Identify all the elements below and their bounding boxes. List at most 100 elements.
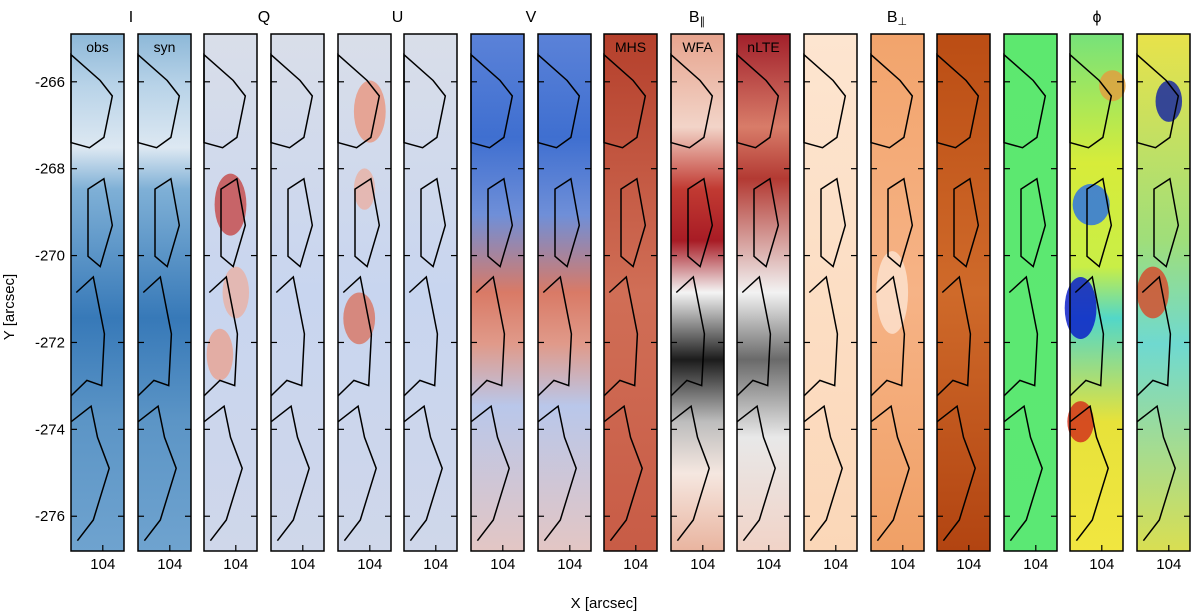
panel-frame <box>1003 33 1058 552</box>
panel-frame <box>537 33 592 552</box>
contour <box>736 275 772 397</box>
contour <box>870 275 906 397</box>
contour <box>936 275 972 397</box>
contour <box>87 177 114 268</box>
contour <box>1003 404 1043 542</box>
contour <box>537 404 577 542</box>
contour <box>403 275 439 397</box>
contour <box>337 275 373 397</box>
image-feature <box>1067 401 1094 443</box>
panel-image <box>604 34 657 551</box>
x-tick-label: 104 <box>290 556 315 573</box>
contour <box>137 275 173 397</box>
panels-layer: 104 104 104 104 104 104 104 104 104 104 104 104 104 1… <box>70 33 1191 573</box>
y-tick-label: -276 <box>35 508 65 525</box>
contour <box>220 177 247 268</box>
panel-frame <box>870 33 925 552</box>
panel-frame <box>470 33 525 552</box>
panel-label: nLTE <box>747 39 779 55</box>
contour <box>354 177 381 268</box>
contour <box>1069 404 1109 542</box>
contour <box>270 404 310 542</box>
contour <box>1153 177 1180 268</box>
image-feature <box>1072 183 1110 226</box>
panel-frame <box>736 33 791 552</box>
contour <box>820 177 847 268</box>
contour <box>1020 177 1047 268</box>
panel-U-syn: 104 <box>403 33 458 573</box>
x-tick-label: 104 <box>157 556 182 573</box>
contour <box>670 275 706 397</box>
panel-image <box>71 34 124 551</box>
contour <box>270 275 306 397</box>
panel-image <box>804 34 857 551</box>
panel-image <box>1004 34 1057 551</box>
contour <box>337 404 377 542</box>
contour <box>70 404 110 542</box>
contour <box>1136 275 1172 397</box>
image-feature <box>206 328 234 381</box>
x-tick-label: 104 <box>756 556 781 573</box>
contour <box>203 404 243 542</box>
x-axis-label: X [arcsec] <box>571 595 638 612</box>
panel-frame <box>337 33 392 552</box>
image-feature <box>353 80 386 143</box>
x-tick-label: 104 <box>1089 556 1114 573</box>
panel-frame <box>203 33 258 552</box>
panel-frame <box>70 33 125 552</box>
panel-Bperp-WFA: 104 <box>870 33 925 573</box>
x-tick-label: 104 <box>956 556 981 573</box>
contour <box>870 404 910 542</box>
contour <box>603 275 639 397</box>
panel-image <box>271 34 324 551</box>
panel-Bperp-nLTE: 104 <box>936 33 991 573</box>
contour <box>420 177 447 268</box>
panel-Q-syn: 104 <box>270 33 325 573</box>
image-feature <box>1155 80 1183 122</box>
panel-phi-WFA: 104 <box>1064 33 1126 573</box>
image-feature <box>1099 70 1126 102</box>
column-title: Q <box>258 9 270 26</box>
x-tick-label: 104 <box>1156 556 1181 573</box>
image-feature <box>222 266 250 319</box>
panel-U-obs: 104 <box>337 33 392 573</box>
contour <box>1069 275 1105 397</box>
panel-Bpar-MHS: 104 <box>603 33 658 573</box>
panel-phi-MHS: 104 <box>1003 33 1058 573</box>
panel-label: obs <box>86 39 109 55</box>
panel-image <box>471 34 524 551</box>
x-tick-label: 104 <box>623 556 648 573</box>
column-title-sub: ⊥ <box>898 16 908 28</box>
contour <box>670 404 710 542</box>
x-tick-label: 104 <box>490 556 515 573</box>
image-feature <box>353 168 376 210</box>
panel-frame <box>403 33 458 552</box>
contour <box>470 404 510 542</box>
contour <box>1003 275 1039 397</box>
image-feature <box>1137 266 1169 319</box>
panel-phi-nLTE: 104 <box>1136 33 1191 573</box>
panel-label: WFA <box>682 39 713 55</box>
contour <box>70 275 106 397</box>
column-title: ϕ <box>1093 9 1102 26</box>
panel-frame <box>603 33 658 552</box>
panel-Q-obs: 104 <box>203 33 258 573</box>
x-tick-label: 104 <box>223 556 248 573</box>
contour <box>1136 404 1176 542</box>
panel-frame <box>1136 33 1191 552</box>
y-tick-label: -274 <box>35 421 65 438</box>
panel-image <box>737 34 790 551</box>
contour <box>687 177 714 268</box>
panel-image <box>671 34 724 551</box>
panel-V-obs: 104 <box>470 33 525 573</box>
panel-image <box>404 34 457 551</box>
x-tick-label: 104 <box>690 556 715 573</box>
y-tick-label: -272 <box>35 334 65 351</box>
x-tick-label: 104 <box>357 556 382 573</box>
panel-image <box>538 34 591 551</box>
image-feature <box>343 292 376 345</box>
contour <box>554 177 581 268</box>
y-tick-label: -270 <box>35 248 65 265</box>
panel-label: syn <box>154 39 176 55</box>
panel-I-syn: 104 <box>137 33 192 573</box>
